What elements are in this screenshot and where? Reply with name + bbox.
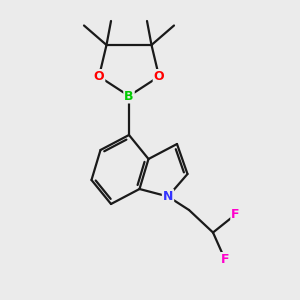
Text: F: F [231,208,240,221]
Text: O: O [154,70,164,83]
Text: B: B [124,89,134,103]
Text: O: O [94,70,104,83]
Text: F: F [221,253,229,266]
Text: N: N [163,190,173,203]
